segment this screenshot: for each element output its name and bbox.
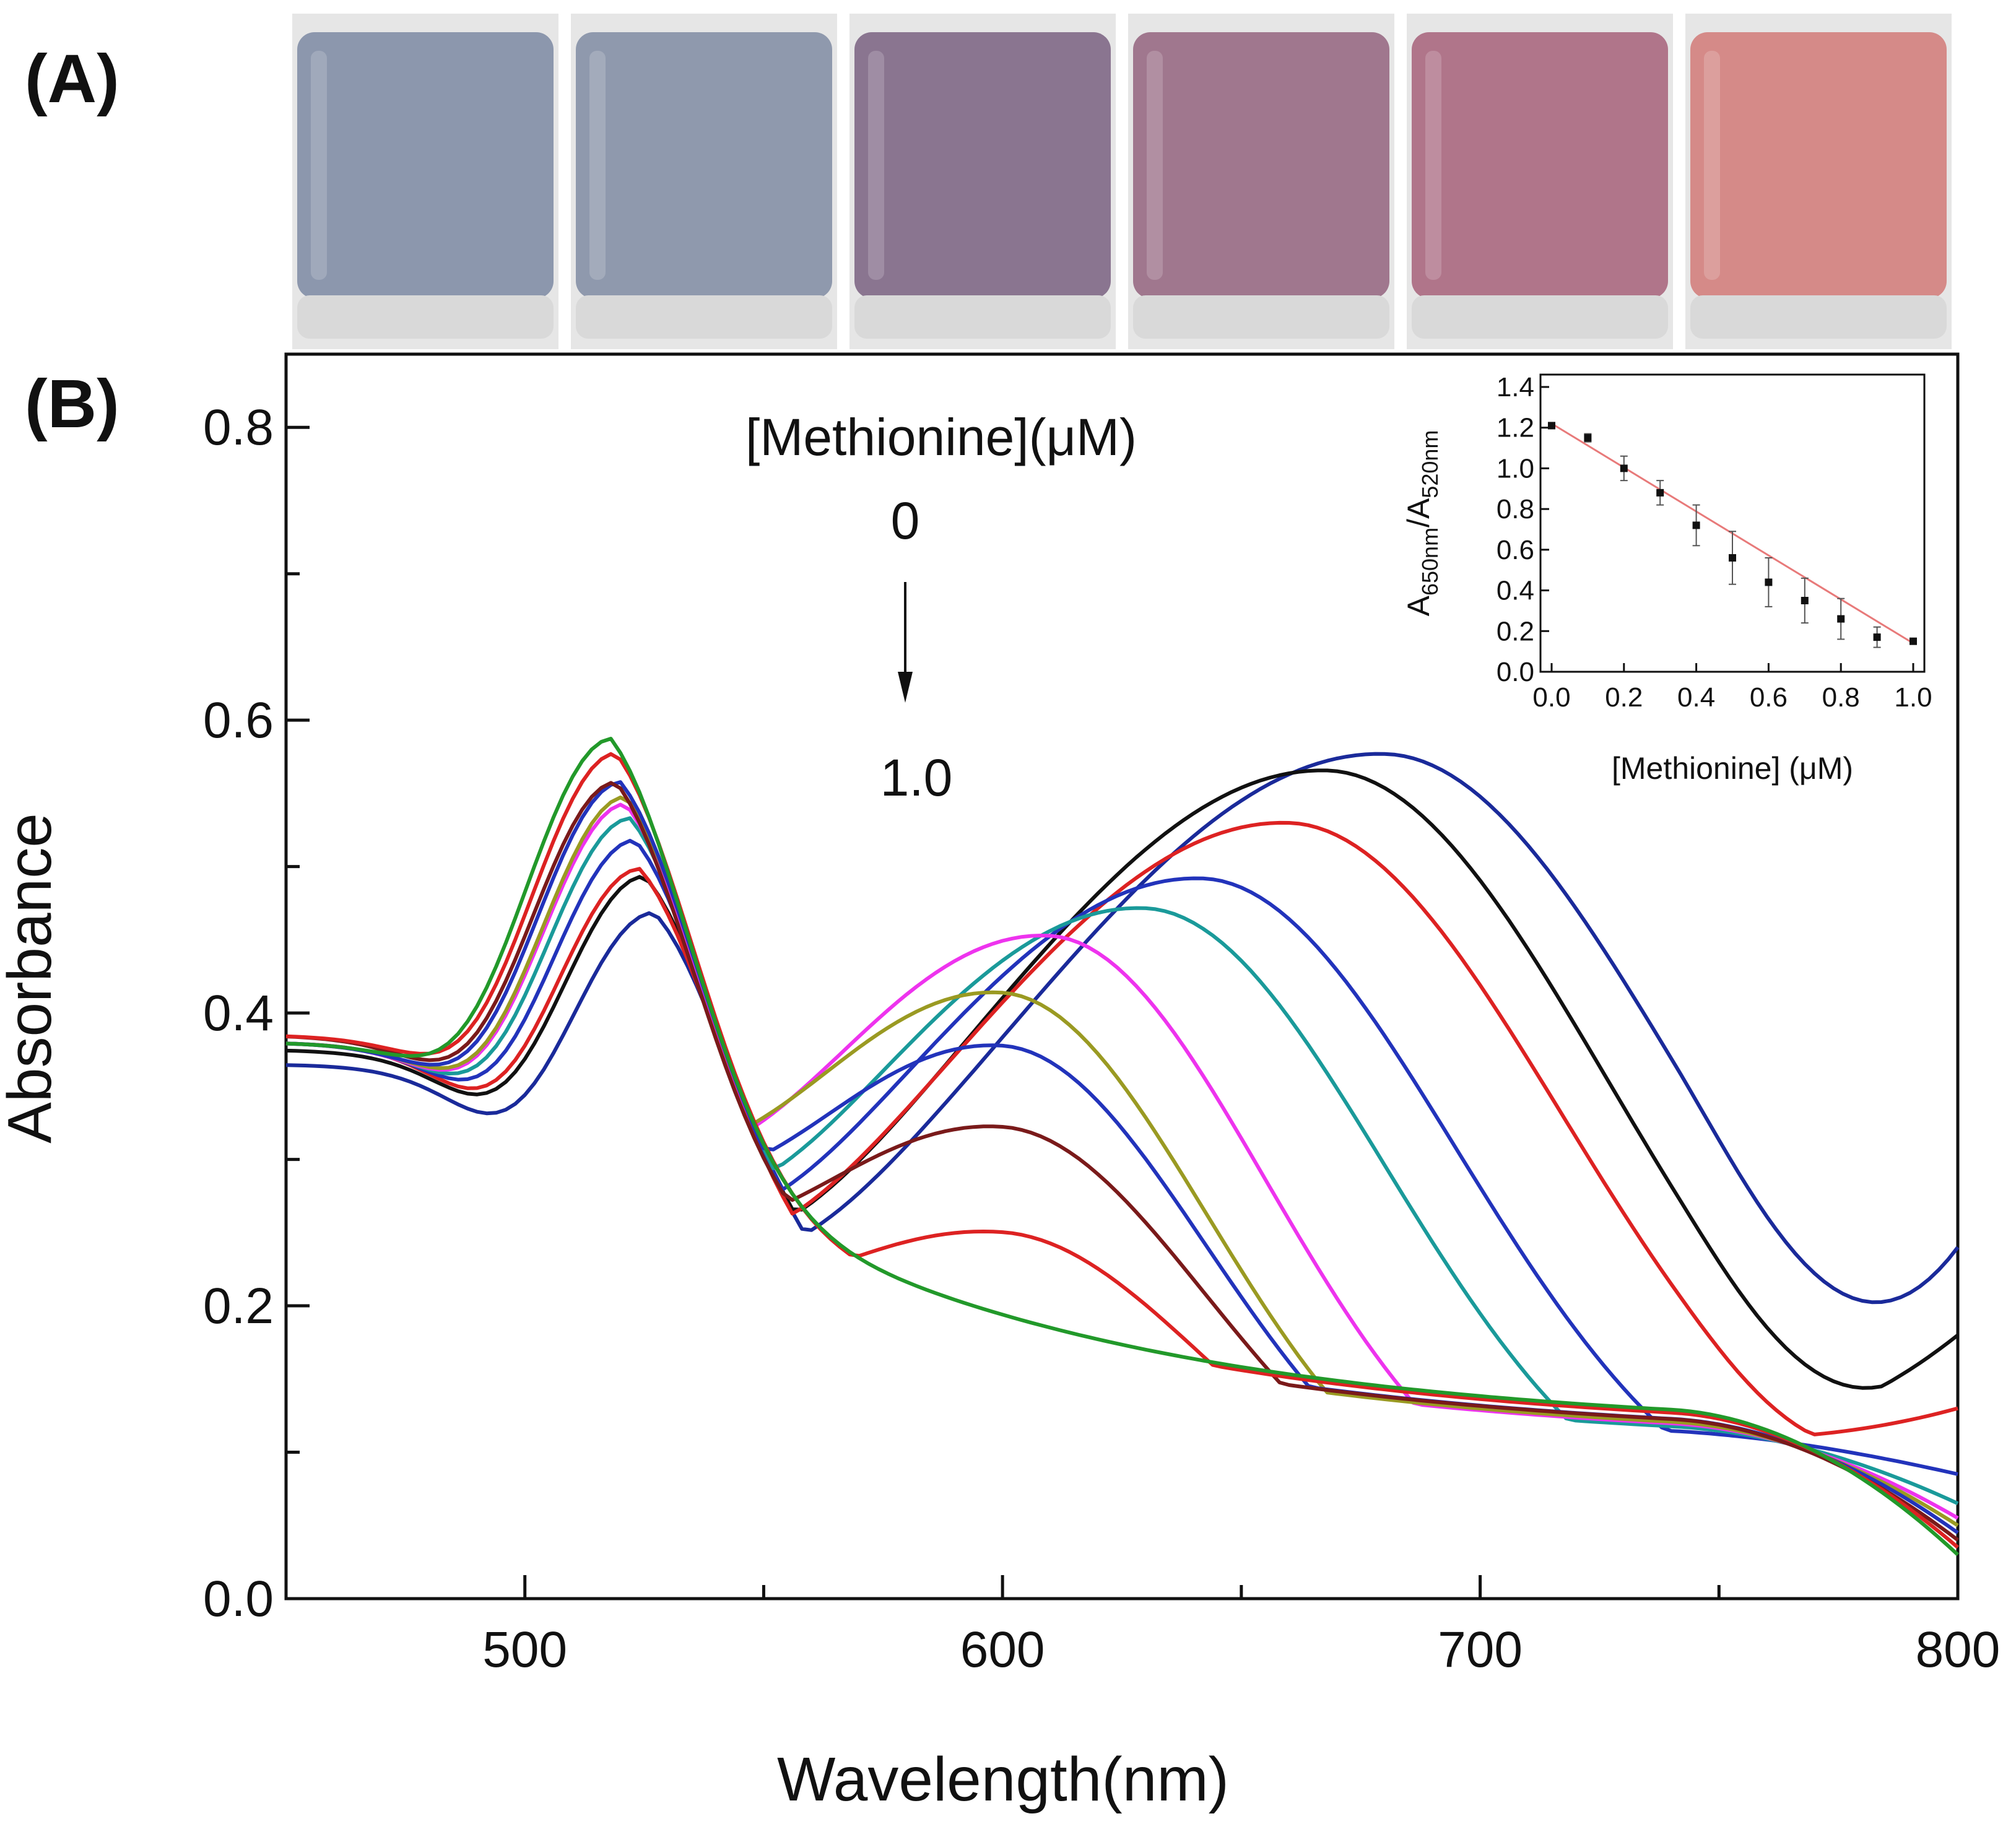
inset-data-point (1584, 434, 1592, 442)
annotation-title: [Methionine](μM) (745, 408, 1137, 466)
inset-x-tick-label: 0.8 (1822, 682, 1860, 713)
inset-data-point (1765, 578, 1773, 586)
series-curve-3 (285, 820, 1958, 1436)
inset-data-point (1801, 597, 1809, 604)
vial-6 (1685, 14, 1952, 349)
inset-y-axis-title: A650nm/A520nm (1401, 430, 1443, 617)
main-series-group (285, 737, 1960, 1557)
inset-y-tick-label: 1.2 (1497, 413, 1534, 443)
vial-5 (1407, 14, 1673, 349)
vial-2 (571, 14, 837, 349)
series-curve-4 (285, 838, 1958, 1476)
series-curve-10 (285, 752, 1959, 1549)
inset-data-point (1837, 615, 1845, 623)
inset-data-point (1548, 422, 1555, 430)
inset-plot-frame (1539, 373, 1926, 673)
inset-y-tick-label: 0.2 (1497, 616, 1534, 646)
vial-3 (849, 14, 1116, 349)
main-y-axis-title: Absorbance (0, 813, 64, 1144)
inset-y-tick-label: 1.0 (1497, 453, 1534, 484)
vial-4 (1128, 14, 1394, 349)
annotation-start: 0 (891, 492, 920, 550)
inset-y-tick-label: 0.6 (1497, 535, 1534, 565)
series-curve-9 (285, 781, 1959, 1542)
x-tick-label: 600 (960, 1622, 1045, 1678)
y-tick-label: 0.4 (203, 985, 274, 1041)
x-tick-label: 500 (482, 1622, 567, 1678)
y-tick-label: 0.6 (203, 692, 274, 749)
panel-a-label: (A) (25, 41, 119, 117)
inset-x-tick-label: 0.4 (1677, 682, 1715, 713)
panel-b-label: (B) (25, 366, 119, 442)
series-curve-2 (285, 768, 1959, 1390)
series-curve-7 (285, 795, 1959, 1527)
inset-y-tick-label: 0.4 (1497, 576, 1534, 606)
inset-data-point (1692, 521, 1700, 529)
y-tick-label: 0.0 (203, 1571, 274, 1627)
inset-x-tick-label: 1.0 (1894, 682, 1932, 713)
inset-x-tick-label: 0.2 (1605, 682, 1643, 713)
inset-data-point (1729, 554, 1736, 562)
main-axis-ticks: 500 600 700 800 0.0 0.2 0.4 0.6 0.8 (203, 399, 2000, 1678)
inset-data-point (1910, 637, 1917, 645)
x-tick-label: 800 (1916, 1622, 2001, 1678)
y-tick-label: 0.8 (203, 399, 274, 456)
inset-data-point (1620, 464, 1628, 472)
series-curve-11 (285, 737, 1960, 1557)
vial-photo-strip (292, 14, 1952, 349)
inset-y-tick-label: 1.4 (1497, 372, 1534, 402)
inset-data-point (1656, 489, 1664, 497)
annotation-end: 1.0 (880, 749, 953, 807)
main-x-axis-title: Wavelength(nm) (777, 1745, 1229, 1814)
inset-y-tick-label: 0.0 (1497, 657, 1534, 687)
series-curve-5 (285, 816, 1959, 1506)
vial-1 (292, 14, 558, 349)
inset-plot-contents: 0.0 0.2 0.4 0.6 0.8 1.0 0.0 0.2 0.4 0.6 0.8 1.0 1.2 1… (1497, 372, 1932, 713)
inset-x-tick-label: 0.0 (1532, 682, 1570, 713)
inset-x-axis-title: [Methionine] (μM) (1612, 751, 1853, 786)
inset-y-tick-label: 0.8 (1497, 494, 1534, 524)
inset-x-tick-label: 0.6 (1750, 682, 1788, 713)
x-tick-label: 700 (1438, 1622, 1523, 1678)
inset-data-point (1873, 633, 1881, 641)
annotation-arrow-head (898, 672, 913, 703)
y-tick-label: 0.2 (203, 1278, 274, 1334)
series-curve-1 (285, 752, 1960, 1305)
